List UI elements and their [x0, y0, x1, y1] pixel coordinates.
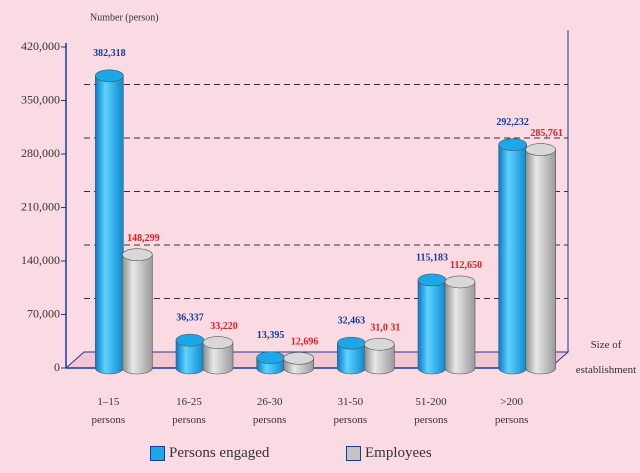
bar — [202, 336, 234, 375]
y-tick-label: 280,000 — [21, 146, 60, 160]
x-tick-label: 1–15 persons — [91, 396, 126, 426]
x-tick-label: 26-30 persons — [252, 396, 287, 426]
bar-body — [525, 149, 556, 375]
bar — [444, 275, 476, 375]
bar-body — [498, 144, 527, 375]
bar-top — [95, 69, 124, 83]
bar — [525, 143, 556, 375]
bar — [364, 337, 395, 375]
value-label: 13,395 — [257, 330, 285, 341]
value-label: 115,183 — [416, 252, 448, 263]
value-label: 36,337 — [176, 313, 204, 324]
legend-label: Employees — [365, 445, 432, 461]
x-tick-label: 51-200 persons — [414, 396, 448, 426]
bar-top — [417, 273, 447, 287]
y-tick-label: 0 — [54, 360, 60, 374]
x-tick-label: 16-25 persons — [172, 396, 206, 426]
value-label: 382,318 — [93, 48, 126, 59]
legend-swatch — [150, 446, 165, 461]
value-label: 33,220 — [210, 321, 238, 332]
bar — [256, 351, 285, 375]
bar — [417, 273, 447, 375]
bar-top — [202, 336, 234, 349]
bar-body — [202, 342, 234, 375]
y-axis-title: Number (person) — [90, 12, 159, 23]
y-tick-label: 70,000 — [27, 306, 60, 320]
legend-swatch — [346, 446, 361, 461]
bar-top — [122, 248, 153, 261]
bar — [122, 248, 153, 375]
y-tick-label: 210,000 — [21, 199, 60, 213]
bar — [175, 333, 205, 375]
bar-top — [337, 336, 366, 350]
legend-label: Persons engaged — [169, 445, 270, 461]
bar-top — [525, 143, 556, 156]
bar-body — [95, 75, 124, 375]
x-tick-label: 31-50 persons — [333, 396, 368, 426]
bar — [337, 336, 366, 375]
y-tick-label: 420,000 — [21, 39, 60, 53]
bar-top — [498, 138, 527, 151]
value-label: 112,650 — [450, 260, 482, 271]
y-tick-label: 140,000 — [21, 253, 60, 267]
bar-body — [122, 254, 153, 375]
value-label: 148,299 — [127, 233, 160, 244]
bar-top — [364, 337, 395, 351]
bar — [95, 69, 124, 375]
value-label: 12,696 — [291, 337, 319, 348]
value-label: 32,463 — [338, 315, 366, 326]
y-tick-label: 350,000 — [21, 92, 60, 106]
bar-body — [364, 343, 395, 375]
legend-item: Persons engaged — [150, 445, 269, 462]
value-label: 285,761 — [530, 128, 563, 139]
x-axis-title: Size of establishment — [575, 339, 637, 376]
bar — [283, 351, 314, 375]
bar-body — [417, 279, 447, 375]
bar-top — [256, 351, 285, 365]
bar-top — [444, 275, 476, 289]
bar-top — [175, 333, 205, 347]
bar-top — [283, 351, 314, 365]
legend-item: Employees — [346, 445, 432, 462]
bar-body — [444, 281, 476, 375]
bar — [498, 138, 527, 375]
value-label: 292,232 — [496, 117, 529, 128]
value-label: 31,0 31 — [370, 323, 400, 334]
x-tick-label: >200 persons — [494, 396, 529, 426]
